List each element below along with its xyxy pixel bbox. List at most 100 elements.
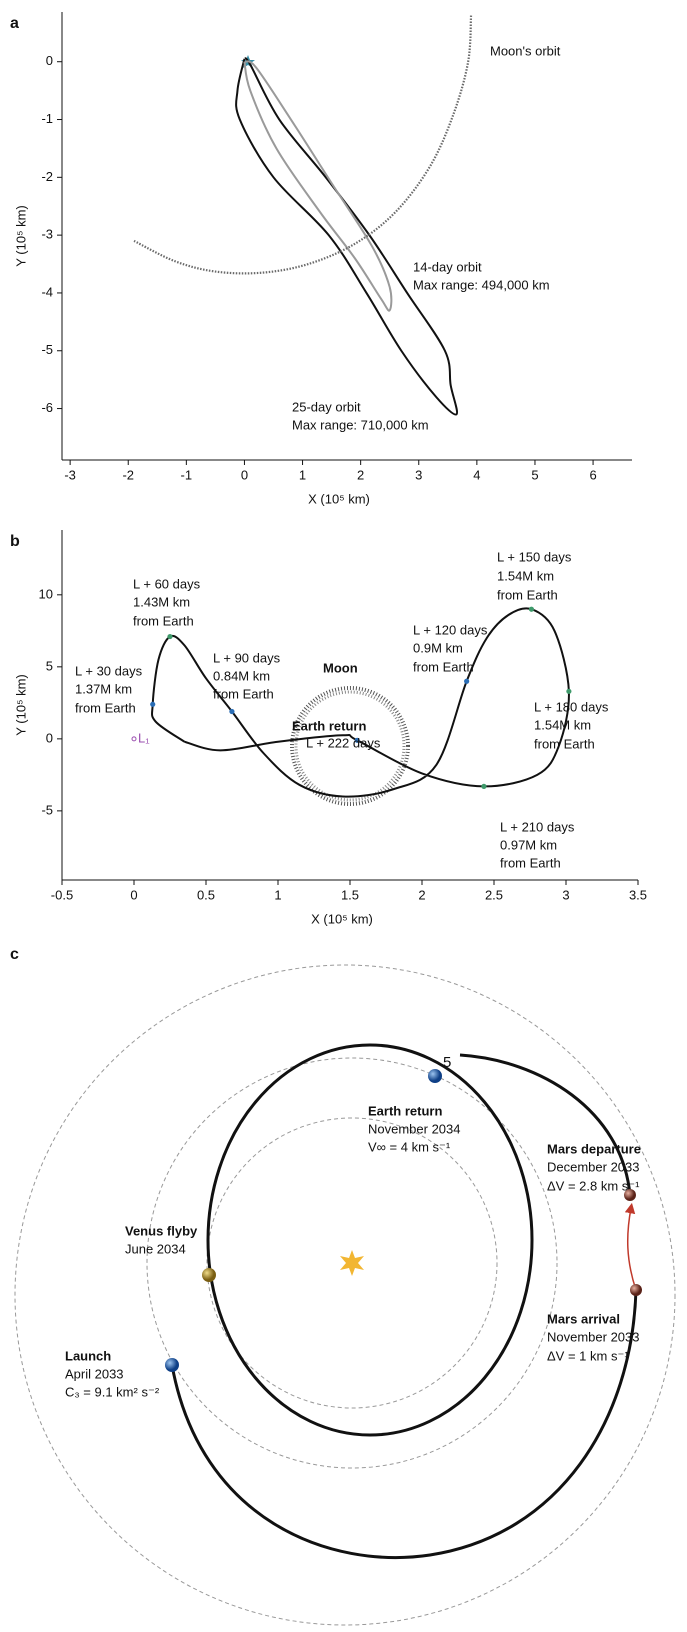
y-tick-label: 5 — [46, 658, 53, 673]
diagram-label: December 2033 — [547, 1159, 640, 1174]
x-tick-label: -1 — [181, 467, 193, 482]
annotation: Earth return — [292, 718, 366, 733]
annotation: L + 150 days — [497, 549, 572, 564]
x-tick-label: 0.5 — [197, 887, 215, 902]
annotation: from Earth — [133, 613, 194, 628]
x-tick-label: 1 — [299, 467, 306, 482]
mars-orbit — [14, 964, 676, 1626]
y-axis-label: Y (10⁵ km) — [13, 205, 28, 267]
trajectory — [235, 57, 459, 416]
y-tick-label: -5 — [41, 802, 53, 817]
annotation: from Earth — [213, 686, 274, 701]
x-tick-label: 3 — [415, 467, 422, 482]
l1-marker — [131, 736, 137, 742]
mars-stay-arrow — [624, 1202, 637, 1291]
point-marker — [167, 633, 173, 640]
earth-orbit — [146, 1057, 558, 1469]
annotation: L + 60 days — [133, 576, 201, 591]
x-tick-label: 0 — [241, 467, 248, 482]
diagram-label: 5 — [443, 1054, 451, 1071]
annotation: from Earth — [413, 659, 474, 674]
y-tick-label: 10 — [39, 586, 53, 601]
y-axis-label: Y (10⁵ km) — [13, 674, 28, 736]
annotation: Max range: 710,000 km — [292, 417, 429, 432]
diagram-label: June 2034 — [125, 1241, 186, 1256]
diagram-label: Launch — [65, 1348, 111, 1363]
annotation: L + 210 days — [500, 819, 575, 834]
point-marker — [354, 737, 360, 743]
outbound-arc — [170, 1289, 638, 1560]
y-tick-label: -4 — [41, 284, 53, 299]
point-marker — [528, 606, 535, 612]
y-tick-label: 0 — [46, 730, 53, 745]
diagram-label: April 2033 — [65, 1366, 124, 1381]
x-tick-label: -3 — [64, 467, 76, 482]
point-marker — [464, 678, 470, 684]
x-tick-label: 5 — [531, 467, 538, 482]
diagram-label: ΔV = 2.8 km s⁻¹ — [547, 1178, 640, 1193]
x-tick-label: -2 — [122, 467, 134, 482]
x-tick-label: 2 — [357, 467, 364, 482]
annotation: Moon — [323, 660, 358, 675]
annotation: from Earth — [534, 736, 595, 751]
point-marker — [566, 688, 572, 694]
mars-arrival-planet — [630, 1284, 642, 1296]
annotation: from Earth — [500, 855, 561, 870]
annotation: 1.43M km — [133, 594, 190, 609]
launch-planet — [165, 1358, 179, 1372]
moon-orbit-band — [294, 690, 406, 802]
x-tick-label: 4 — [473, 467, 480, 482]
annotation: 25-day orbit — [292, 399, 361, 414]
return-loop — [206, 1043, 534, 1437]
annotation: 1.54M km — [497, 568, 554, 583]
diagram-label: Mars arrival — [547, 1311, 620, 1326]
annotation: from Earth — [75, 700, 136, 715]
annotation: Max range: 494,000 km — [413, 277, 550, 292]
departure-arc — [459, 1053, 632, 1196]
point-marker — [150, 701, 156, 707]
x-tick-label: 1.5 — [341, 887, 359, 902]
annotation: 0.9M km — [413, 640, 463, 655]
annotation: L + 90 days — [213, 650, 281, 665]
diagram-label: C₃ = 9.1 km² s⁻² — [65, 1384, 160, 1399]
solar-system-diagram — [14, 964, 676, 1626]
x-tick-label: 1 — [274, 887, 281, 902]
annotation: from Earth — [497, 587, 558, 602]
annotation: 0.84M km — [213, 668, 270, 683]
point-marker — [229, 708, 235, 715]
x-axis-label: X (10⁵ km) — [311, 911, 373, 926]
diagram-label: ΔV = 1 km s⁻¹ — [547, 1348, 629, 1363]
panel-label: a — [10, 15, 19, 32]
x-axis-label: X (10⁵ km) — [308, 491, 370, 506]
earth-return-planet — [428, 1069, 442, 1083]
mars-departure-planet — [624, 1189, 636, 1201]
x-tick-label: 3 — [562, 887, 569, 902]
annotation: L + 120 days — [413, 622, 488, 637]
annotation: 14-day orbit — [413, 259, 482, 274]
y-tick-label: -6 — [41, 400, 53, 415]
point-marker — [481, 783, 487, 789]
trajectory — [243, 60, 393, 312]
x-tick-label: -0.5 — [51, 887, 73, 902]
annotation: L + 30 days — [75, 663, 143, 678]
trajectory — [133, 15, 473, 275]
y-tick-label: -5 — [41, 342, 53, 357]
annotation: 1.37M km — [75, 681, 132, 696]
panel-label: b — [10, 533, 20, 550]
y-tick-label: -2 — [41, 169, 53, 184]
diagram-label: November 2033 — [547, 1329, 640, 1344]
annotation: L + 222 days — [306, 735, 381, 750]
x-tick-label: 3.5 — [629, 887, 647, 902]
x-tick-label: 0 — [130, 887, 137, 902]
x-tick-label: 6 — [589, 467, 596, 482]
panel-label: c — [10, 946, 19, 963]
venus-planet — [202, 1268, 216, 1282]
annotation: 1.54M km — [534, 717, 591, 732]
diagram-label: Mars departure — [547, 1141, 641, 1156]
annotation: L₁ — [138, 730, 150, 745]
annotation: Moon's orbit — [490, 43, 561, 58]
moon-orbit-band — [290, 686, 410, 806]
trajectory — [151, 607, 570, 798]
sun — [340, 1250, 364, 1276]
